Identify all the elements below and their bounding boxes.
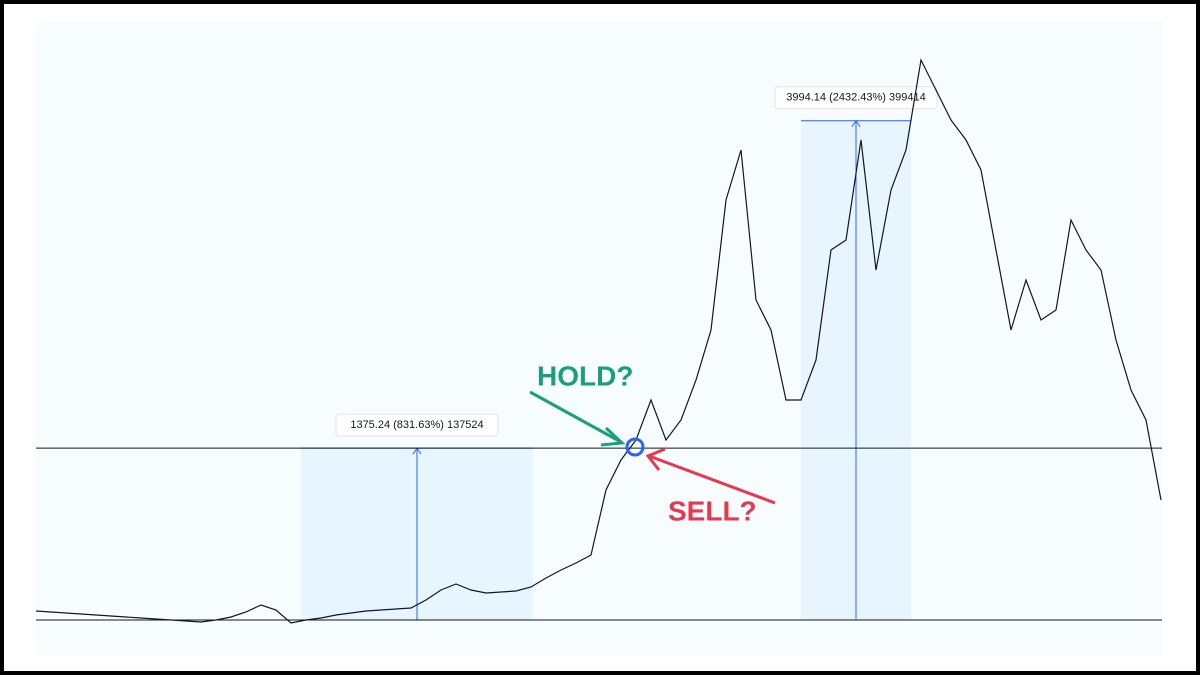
measure-label: 1375.24 (831.63%) 137524 — [350, 419, 483, 431]
hold-arrow-head — [600, 426, 626, 447]
sell-arrow — [648, 454, 776, 505]
measure-label-box — [774, 86, 938, 110]
hold-annotation: HOLD? — [537, 360, 633, 391]
measure-arrow-head — [851, 119, 861, 128]
measure-label: 3994.14 (2432.43%) 399414 — [786, 92, 925, 104]
sell-annotation: SELL? — [668, 495, 757, 526]
hold-arrow — [529, 390, 622, 444]
sell-arrow-head — [645, 447, 666, 471]
highlight-circle — [625, 437, 645, 457]
price-line — [35, 58, 1162, 624]
plot-area — [36, 22, 1162, 655]
measure-label-box — [335, 413, 499, 437]
